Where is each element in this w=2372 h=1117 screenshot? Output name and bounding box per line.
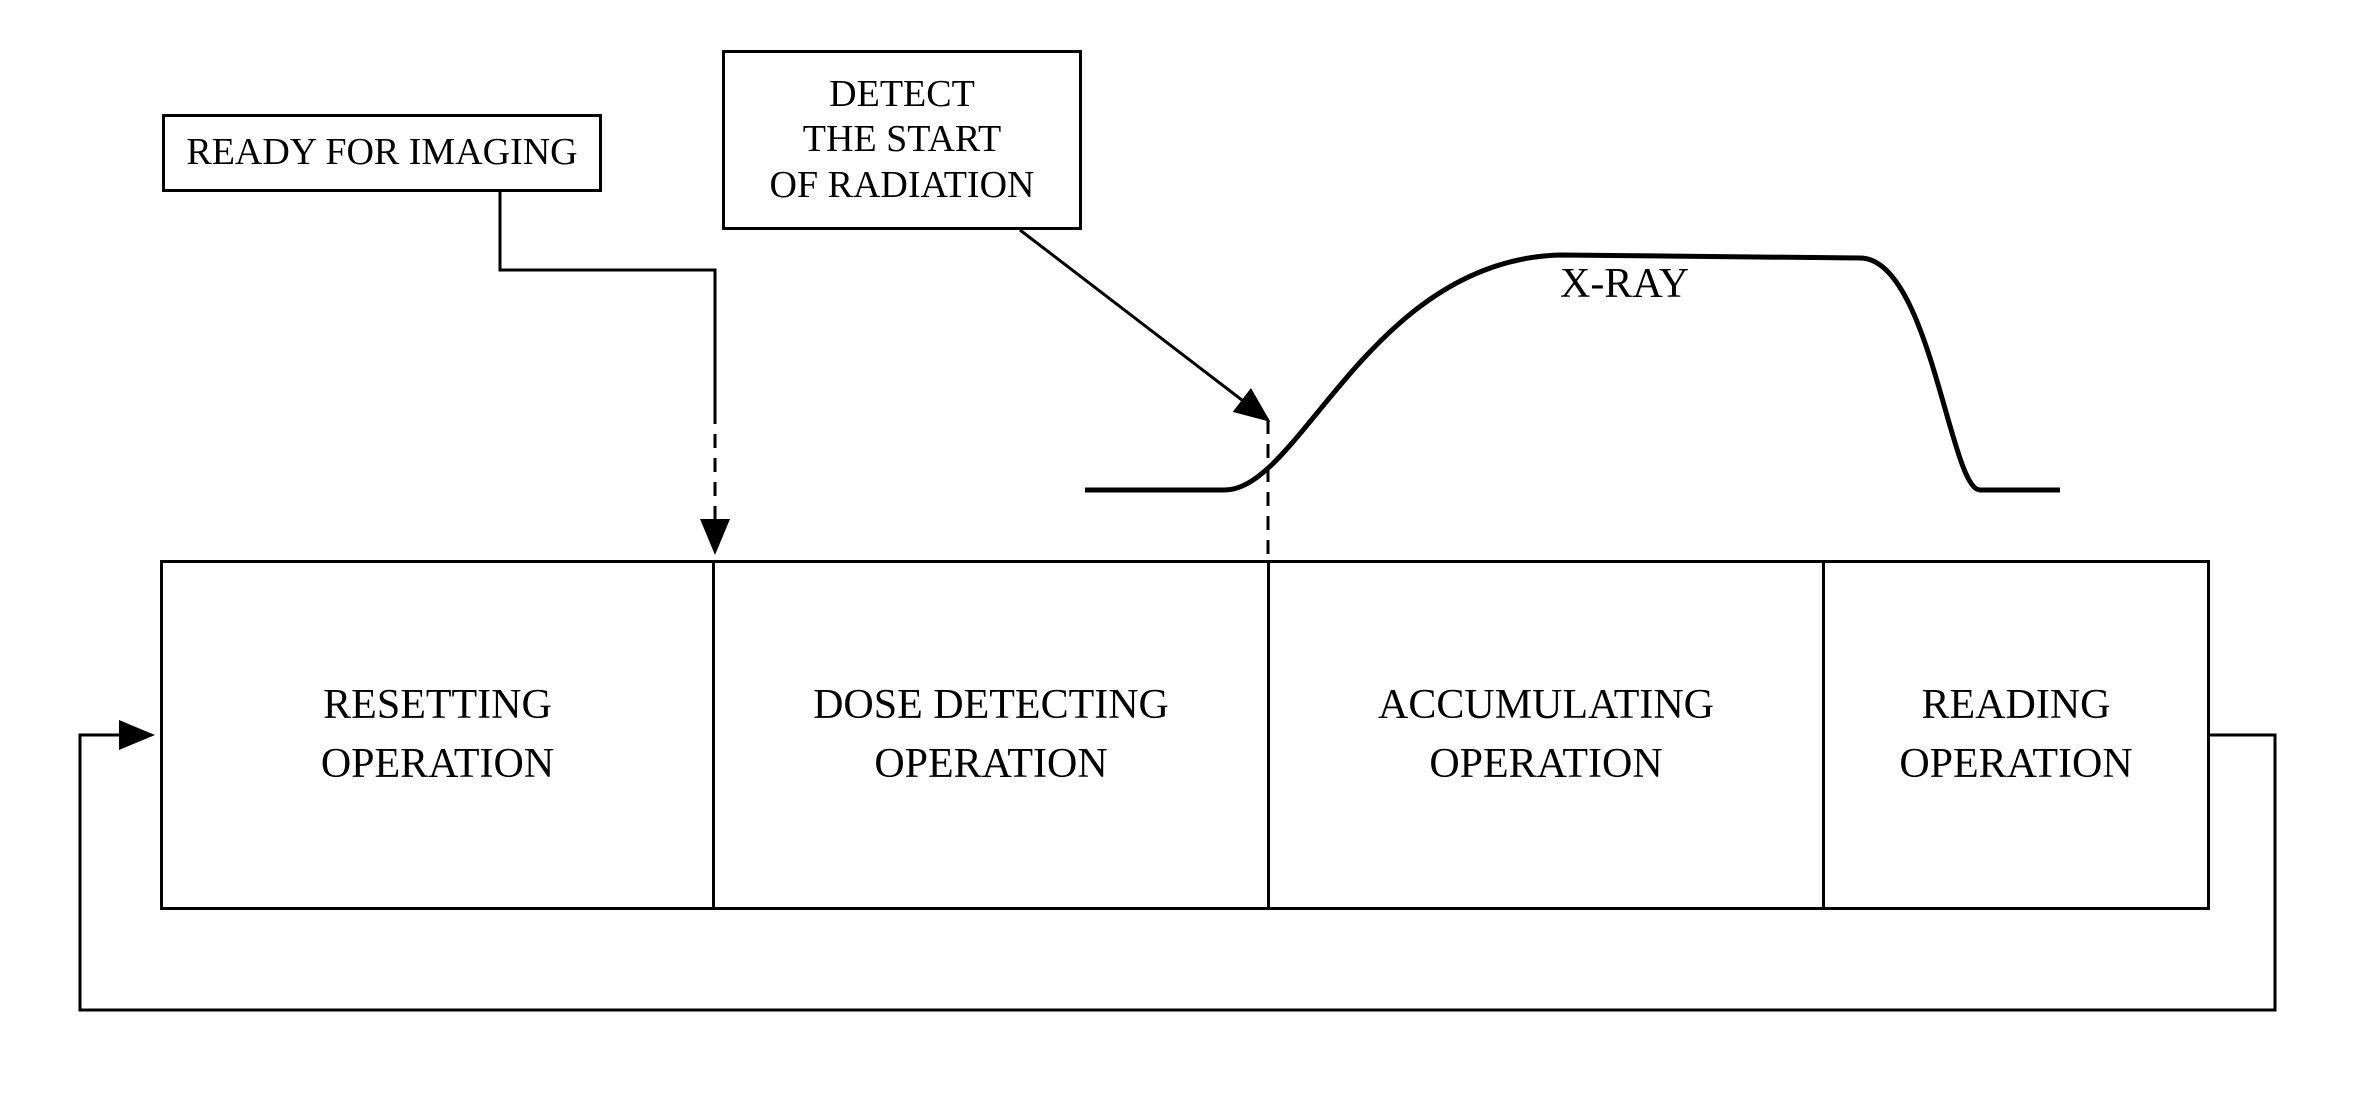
resetting-operation-box: RESETTING OPERATION <box>160 560 715 910</box>
ready-for-imaging-text: READY FOR IMAGING <box>186 130 577 176</box>
reading-operation-text: READING OPERATION <box>1899 676 2132 794</box>
reading-operation-box: READING OPERATION <box>1822 560 2210 910</box>
xray-label: X-RAY <box>1560 260 1689 308</box>
timing-diagram: READY FOR IMAGING DETECT THE START OF RA… <box>0 0 2372 1117</box>
accumulating-operation-text: ACCUMULATING OPERATION <box>1378 676 1714 794</box>
dose-detecting-operation-box: DOSE DETECTING OPERATION <box>712 560 1270 910</box>
ready-for-imaging-box: READY FOR IMAGING <box>162 114 602 192</box>
detect-start-box: DETECT THE START OF RADIATION <box>722 50 1082 230</box>
detect-arrow-solid <box>1020 230 1268 420</box>
detect-start-text: DETECT THE START OF RADIATION <box>770 72 1035 209</box>
resetting-operation-text: RESETTING OPERATION <box>321 676 554 794</box>
accumulating-operation-box: ACCUMULATING OPERATION <box>1267 560 1825 910</box>
ready-arrow-solid <box>500 192 715 410</box>
dose-detecting-operation-text: DOSE DETECTING OPERATION <box>813 676 1169 794</box>
